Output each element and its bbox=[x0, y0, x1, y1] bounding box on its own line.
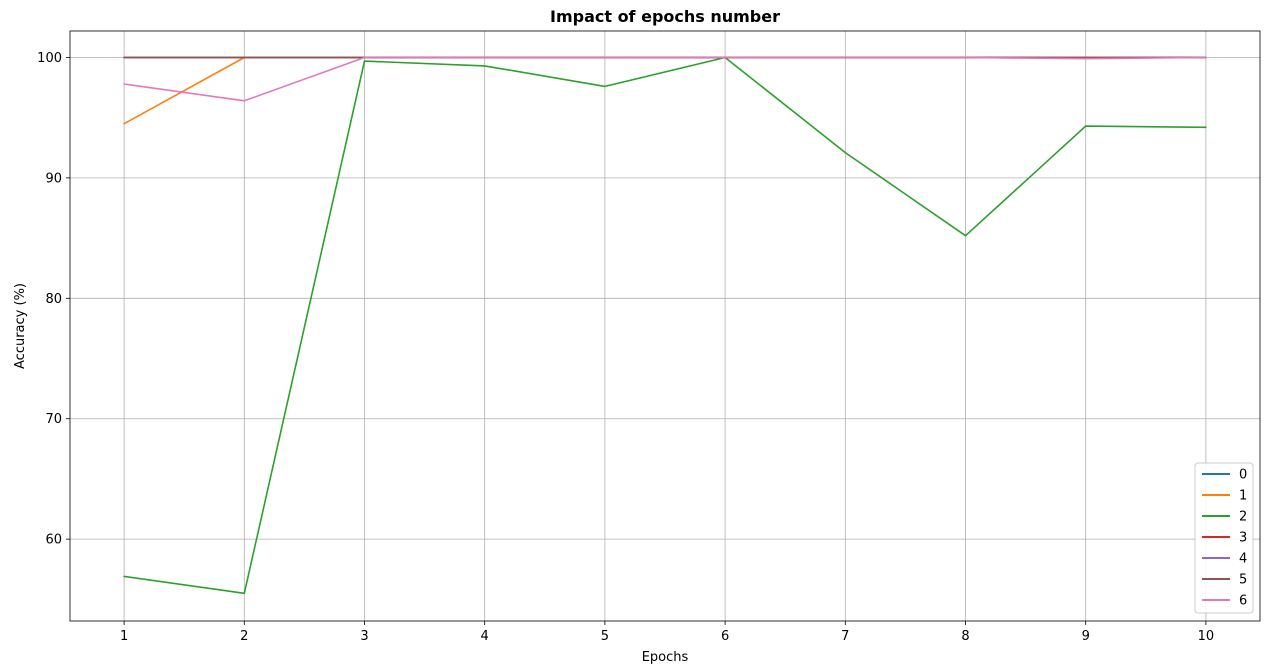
legend-label: 4 bbox=[1239, 552, 1247, 567]
series-line-2 bbox=[123, 56, 1207, 595]
x-axis-label: Epochs bbox=[642, 650, 689, 665]
legend-label: 3 bbox=[1239, 531, 1247, 546]
series-line-1 bbox=[123, 56, 1207, 125]
y-tick-label: 70 bbox=[45, 412, 62, 427]
plot-frame bbox=[69, 30, 1261, 622]
x-tick-label: 10 bbox=[1198, 629, 1215, 644]
series-line-6 bbox=[123, 56, 1207, 102]
legend-items: 0 1 2 3 4 5 6 bbox=[1202, 468, 1247, 609]
y-axis: 60 70 80 90 100 bbox=[37, 51, 70, 548]
legend-label: 2 bbox=[1239, 510, 1247, 525]
legend-label: 5 bbox=[1239, 573, 1247, 588]
x-tick-label: 2 bbox=[240, 629, 248, 644]
x-tick-label: 5 bbox=[601, 629, 609, 644]
x-tick-label: 4 bbox=[481, 629, 489, 644]
x-tick-label: 1 bbox=[120, 629, 128, 644]
y-tick-label: 80 bbox=[45, 292, 62, 307]
y-tick-label: 100 bbox=[37, 51, 62, 66]
y-axis-label: Accuracy (%) bbox=[13, 283, 28, 369]
chart-title: Impact of epochs number bbox=[550, 7, 780, 26]
legend-label: 6 bbox=[1239, 594, 1247, 609]
x-tick-label: 9 bbox=[1082, 629, 1090, 644]
y-tick-label: 60 bbox=[45, 533, 62, 548]
legend: 0 1 2 3 4 5 6 bbox=[1194, 462, 1254, 614]
grid bbox=[70, 31, 1260, 621]
legend-label: 1 bbox=[1239, 489, 1247, 504]
legend-label: 0 bbox=[1239, 468, 1247, 483]
x-axis: 1 2 3 4 5 6 7 8 9 10 bbox=[120, 621, 1214, 644]
y-tick-label: 90 bbox=[45, 171, 62, 186]
x-tick-label: 7 bbox=[841, 629, 849, 644]
series-lines bbox=[123, 56, 1207, 595]
x-tick-label: 3 bbox=[360, 629, 368, 644]
x-tick-label: 6 bbox=[721, 629, 729, 644]
x-tick-label: 8 bbox=[961, 629, 969, 644]
